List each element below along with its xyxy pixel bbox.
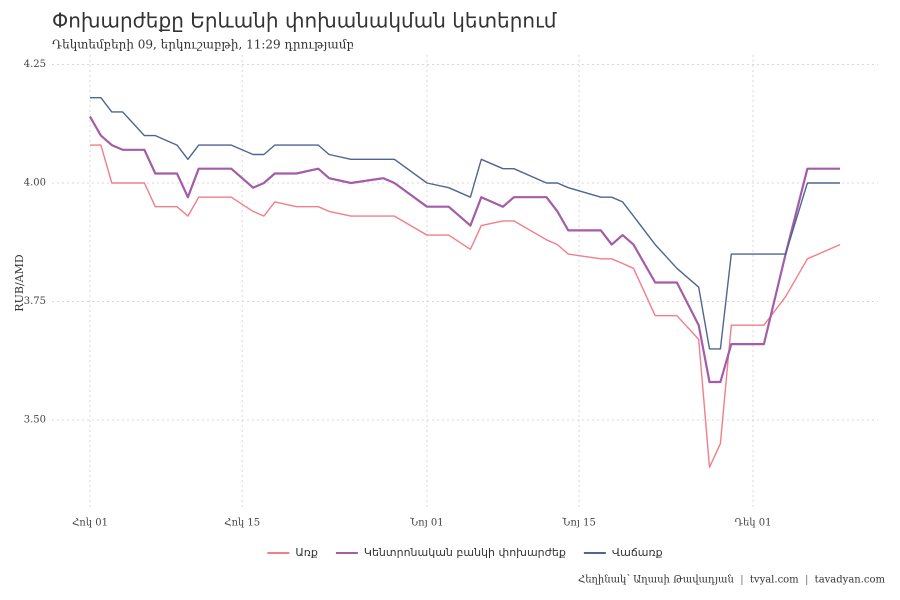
- chart-subtitle: Դեկտեմբերի 09, երկուշաբթի, 11:29 դրությա…: [52, 38, 354, 52]
- x-tick-label: Նոյ 15: [561, 518, 595, 529]
- caption-text: Հեղինակ՝ Աղասի Թավադյան: [578, 575, 735, 586]
- y-tick-label: 4.00: [24, 177, 46, 188]
- x-tick-label: Հոկ 15: [224, 518, 260, 529]
- legend: Առք Կենտրոնական բանկի փոխարժեք Վաճառք: [267, 546, 663, 559]
- y-tick-label: 4.25: [24, 59, 46, 70]
- legend-label: Կենտրոնական բանկի փոխարժեք: [364, 546, 566, 559]
- y-tick-label: 3.50: [24, 414, 46, 425]
- y-tick-label: 3.75: [24, 296, 46, 307]
- legend-label: Վաճառք: [612, 546, 663, 559]
- caption: tavadyan.com tvyal.com Հեղինակ՝ Աղասի Թավա…: [578, 575, 885, 586]
- caption-text: tvyal.com: [750, 575, 799, 586]
- caption-text: tavadyan.com: [815, 575, 886, 586]
- legend-label: Առք: [295, 546, 318, 559]
- chart-title: Փոխարժեքը Երևանի փոխանակման կետերում: [52, 9, 557, 33]
- series-line: [89, 116, 840, 384]
- x-tick-label: Հոկ 01: [72, 518, 108, 529]
- x-tick-label: Նոյ 01: [409, 518, 443, 529]
- series-line: [90, 144, 841, 468]
- series-line: [90, 97, 840, 350]
- y-axis-label: RUB/AMD: [13, 254, 26, 312]
- x-tick-label: Դեկ 01: [735, 518, 772, 529]
